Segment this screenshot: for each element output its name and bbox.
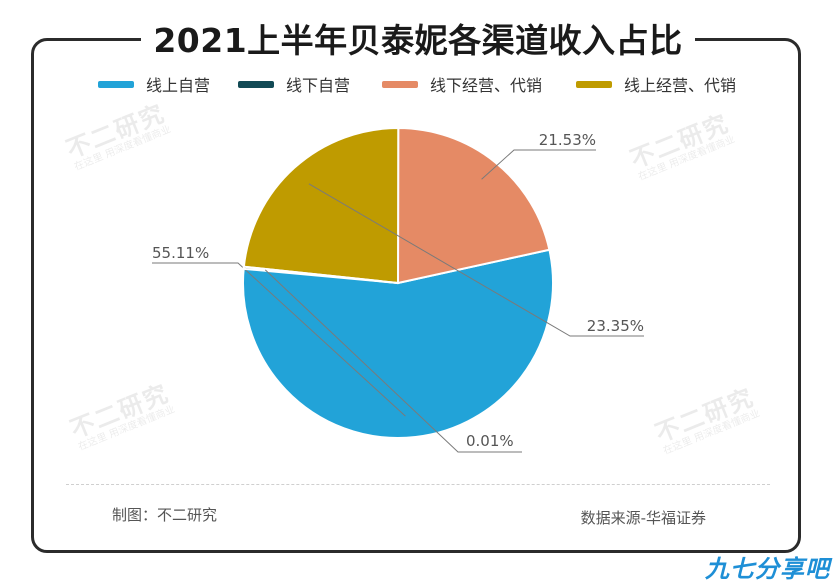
pie-slice xyxy=(242,126,400,285)
chart-credit: 制图：不二研究 xyxy=(112,506,218,524)
legend: 线上自营 线下自营 线下经营、代销 线上经营、代销 xyxy=(0,72,836,96)
legend-item-online-direct: 线上自营 xyxy=(98,72,210,96)
site-logo: 九七分享吧 xyxy=(705,555,830,583)
legend-swatch-offline-distribution xyxy=(382,80,418,88)
data-label: 23.35% xyxy=(587,317,644,335)
legend-swatch-online-distribution xyxy=(576,80,612,88)
legend-label-online-direct: 线上自营 xyxy=(146,76,211,95)
data-source: 数据来源-华福证券 xyxy=(580,509,706,527)
legend-label-online-distribution: 线上经营、代销 xyxy=(624,76,737,95)
data-label: 55.11% xyxy=(152,244,209,262)
footer-divider xyxy=(66,484,770,485)
pie-slice xyxy=(396,126,551,285)
pie-slice xyxy=(242,265,399,284)
data-label: 0.01% xyxy=(466,432,514,450)
legend-swatch-offline-direct xyxy=(238,80,274,88)
leader-line xyxy=(264,269,522,453)
legend-item-offline-distribution: 线下经营、代销 xyxy=(382,72,542,96)
pie-slice xyxy=(242,248,554,439)
legend-item-offline-direct: 线下自营 xyxy=(238,72,350,96)
data-label: 21.53% xyxy=(539,131,596,149)
leader-line xyxy=(481,149,596,180)
legend-label-offline-distribution: 线下经营、代销 xyxy=(430,76,543,95)
leader-line xyxy=(152,262,406,417)
legend-label-offline-direct: 线下自营 xyxy=(286,76,351,95)
legend-swatch-online-direct xyxy=(98,80,134,88)
chart-title: 2021上半年贝泰妮各渠道收入占比 xyxy=(0,14,836,62)
legend-item-online-distribution: 线上经营、代销 xyxy=(576,72,736,96)
leader-line xyxy=(308,183,644,337)
